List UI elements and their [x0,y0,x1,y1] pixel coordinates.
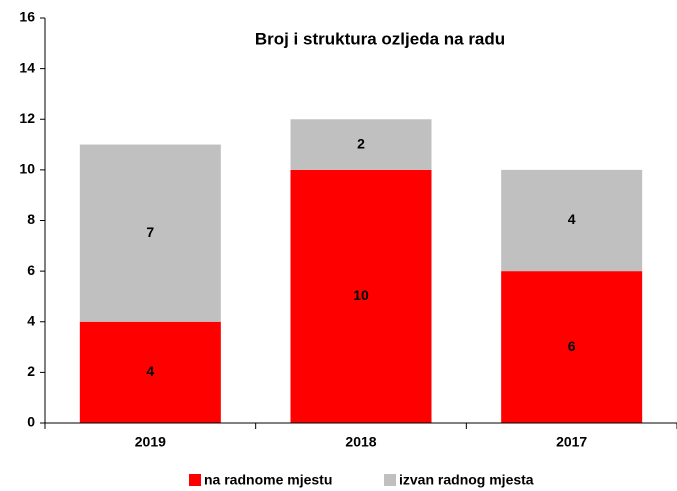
bar-segment [290,169,432,423]
x-tick-label: 2018 [345,434,376,450]
y-tick-label: 4 [27,312,35,328]
bar-segment [79,144,221,322]
data-label: 6 [568,338,576,354]
legend-swatch [189,474,201,486]
data-label: 10 [353,287,369,303]
data-label: 2 [357,135,365,151]
bar-segment [290,119,432,170]
x-tick-label: 2019 [135,434,166,450]
y-tick-label: 10 [19,161,35,177]
y-tick-label: 12 [19,110,35,126]
bar-segment [501,169,643,272]
y-tick-label: 16 [19,9,35,25]
y-tick-label: 8 [27,211,35,227]
x-tick-label: 2017 [556,434,587,450]
y-tick-label: 14 [19,59,35,75]
y-tick-label: 0 [27,414,35,430]
bar-segment [79,321,221,423]
legend-label: izvan radnog mjesta [399,472,534,488]
data-label: 4 [146,363,154,379]
bar-segment [501,271,643,423]
chart-title: Broj i struktura ozljeda na radu [255,29,505,48]
legend-label: na radnome mjestu [204,472,332,488]
data-label: 4 [568,211,576,227]
legend-swatch [384,474,396,486]
y-tick-label: 6 [27,262,35,278]
y-tick-label: 2 [27,363,35,379]
data-label: 7 [146,224,154,240]
